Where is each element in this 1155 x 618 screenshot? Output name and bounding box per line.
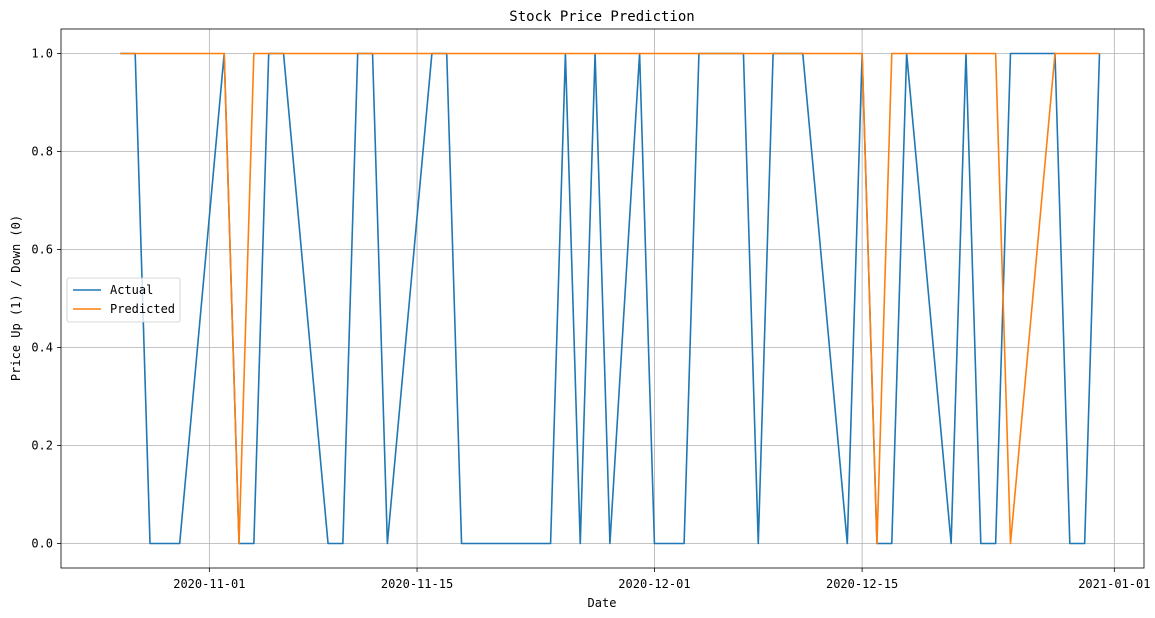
legend: Actual Predicted xyxy=(66,277,181,323)
x-tick-label: 2020-11-15 xyxy=(381,577,453,591)
series-line-actual xyxy=(120,52,1101,545)
y-tick-label: 1.0 xyxy=(31,47,53,61)
chart-title: Stock Price Prediction xyxy=(509,9,694,25)
x-tick-label: 2020-11-01 xyxy=(173,577,245,591)
legend-label-predicted: Predicted xyxy=(110,302,175,316)
y-tick-label: 0.2 xyxy=(31,439,53,453)
x-axis-label: Date xyxy=(588,596,617,610)
series-line-predicted xyxy=(120,52,1100,545)
y-tick-label: 0.4 xyxy=(31,341,53,355)
plot-frame xyxy=(60,28,1145,569)
axis-ticks: 2020-11-01 2020-11-15 2020-12-01 2020-12-15… xyxy=(31,47,1150,592)
x-tick-label: 2020-12-01 xyxy=(618,577,690,591)
legend-frame xyxy=(66,277,181,323)
series-lines xyxy=(120,52,1101,545)
legend-label-actual: Actual xyxy=(110,283,153,297)
x-tick-label: 2020-12-15 xyxy=(826,577,898,591)
y-tick-label: 0.6 xyxy=(31,243,53,257)
y-axis-label: Price Up (1) / Down (0) xyxy=(9,215,23,381)
y-tick-label: 0.0 xyxy=(31,537,53,551)
y-tick-label: 0.8 xyxy=(31,145,53,159)
x-tick-label: 2021-01-01 xyxy=(1078,577,1150,591)
